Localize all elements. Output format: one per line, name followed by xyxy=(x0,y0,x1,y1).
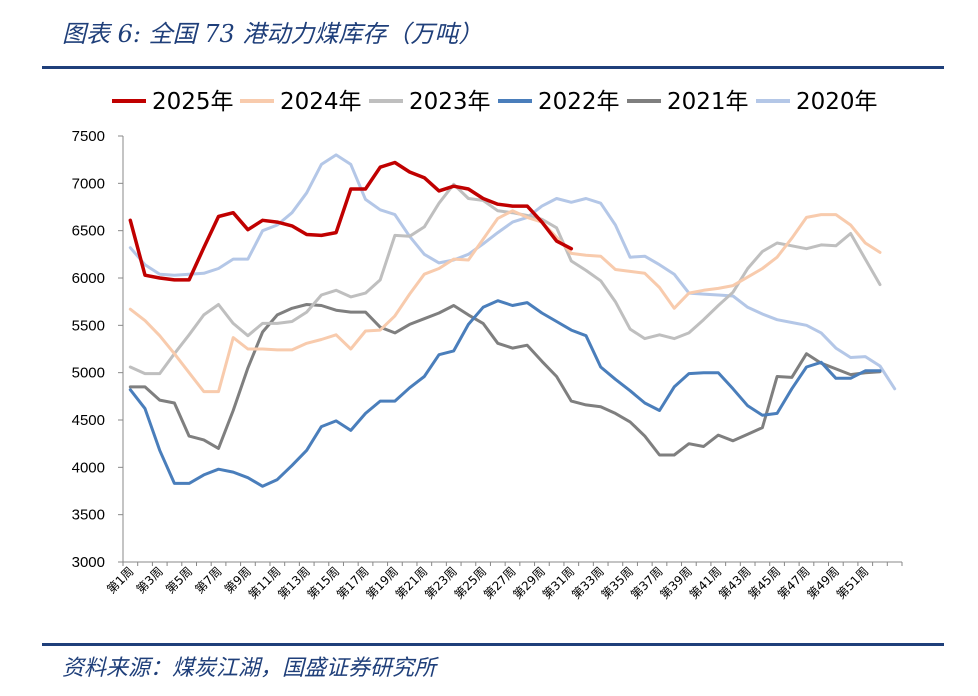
x-tick-label: 第37周 xyxy=(628,564,666,602)
source-note: 资料来源：煤炭江湖，国盛证券研究所 xyxy=(62,656,437,681)
x-tick-label: 第47周 xyxy=(775,564,813,602)
y-tick-label: 7500 xyxy=(72,128,105,145)
x-tick-label: 第29周 xyxy=(510,564,548,602)
line-chart: 2025年 2024年 2023年 2022年 2021年 2020年 3000 3500 4… xyxy=(72,89,903,602)
x-tick-label: 第21周 xyxy=(393,564,431,602)
x-tick-label: 第3周 xyxy=(134,564,166,596)
y-tick-label: 3500 xyxy=(72,507,105,524)
series-line-2022 xyxy=(128,299,882,488)
x-tick-label: 第19周 xyxy=(363,564,401,602)
x-tick-label: 第43周 xyxy=(716,564,754,602)
bottom-divider xyxy=(42,643,944,646)
series-line-2025 xyxy=(128,160,574,282)
y-tick-label: 3000 xyxy=(72,554,105,571)
y-axis: 3000 3500 4000 4500 5000 5500 6000 6500 7000 7500 xyxy=(72,128,124,571)
x-axis: 第1周第3周第5周第7周第9周第11周第13周第15周第17周第19周第21周第… xyxy=(104,561,903,602)
y-tick-label: 5000 xyxy=(72,365,105,382)
x-tick-label: 第5周 xyxy=(163,564,195,596)
x-tick-label: 第35周 xyxy=(599,564,637,602)
y-tick-label: 4000 xyxy=(72,459,105,476)
chart-title: 图表 6: 全国 73 港动力煤库存（万吨） xyxy=(62,20,483,48)
legend: 2025年 2024年 2023年 2022年 2021年 2020年 xyxy=(112,89,878,115)
x-tick-label: 第11周 xyxy=(246,564,284,602)
y-tick-label: 5500 xyxy=(72,317,105,334)
y-tick-label: 6500 xyxy=(72,223,105,240)
legend-label: 2020年 xyxy=(796,89,878,115)
x-tick-label: 第31周 xyxy=(540,564,578,602)
x-tick-label: 第49周 xyxy=(804,564,842,602)
x-tick-label: 第39周 xyxy=(657,564,695,602)
x-tick-label: 第1周 xyxy=(104,564,136,596)
series-group xyxy=(128,153,897,488)
legend-label: 2023年 xyxy=(409,89,491,115)
x-tick-label: 第13周 xyxy=(275,564,313,602)
y-tick-label: 6000 xyxy=(72,270,105,287)
x-tick-label: 第25周 xyxy=(452,564,490,602)
x-tick-label: 第27周 xyxy=(481,564,519,602)
y-tick-label: 4500 xyxy=(72,412,105,429)
legend-label: 2025年 xyxy=(152,89,234,115)
legend-label: 2021年 xyxy=(667,89,749,115)
x-tick-label: 第23周 xyxy=(422,564,460,602)
y-tick-label: 7000 xyxy=(72,175,105,192)
series-line-2021 xyxy=(128,303,882,457)
x-tick-label: 第7周 xyxy=(192,564,224,596)
x-tick-label: 第33周 xyxy=(569,564,607,602)
x-tick-label: 第51周 xyxy=(834,564,872,602)
legend-label: 2024年 xyxy=(280,89,362,115)
series-line-2024 xyxy=(128,209,882,394)
legend-label: 2022年 xyxy=(538,89,620,115)
x-tick-label: 第17周 xyxy=(334,564,372,602)
x-tick-label: 第41周 xyxy=(687,564,725,602)
series-line-2020 xyxy=(128,153,897,391)
top-divider xyxy=(42,66,944,69)
series-line-2023 xyxy=(128,182,882,376)
x-tick-label: 第45周 xyxy=(746,564,784,602)
x-tick-label: 第15周 xyxy=(305,564,343,602)
